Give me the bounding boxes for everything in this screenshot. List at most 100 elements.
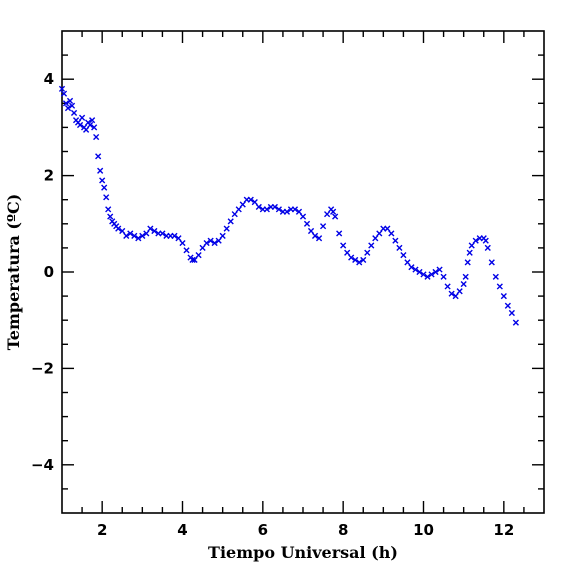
data-point <box>295 208 303 215</box>
data-point <box>472 237 479 244</box>
data-point <box>76 121 84 129</box>
data-point <box>348 254 355 261</box>
data-point <box>139 232 146 239</box>
data-point <box>199 244 206 251</box>
data-point <box>303 220 311 227</box>
y-tick-label: 4 <box>44 70 54 88</box>
data-point <box>488 259 495 266</box>
data-point <box>360 256 367 264</box>
data-point <box>311 232 319 239</box>
axis-ticks <box>62 31 544 513</box>
data-point <box>127 230 134 237</box>
x-axis-label: Tiempo Universal (h) <box>208 543 398 562</box>
data-point <box>223 225 230 232</box>
x-tick-label: 10 <box>413 521 434 539</box>
data-point <box>299 213 307 220</box>
data-point <box>484 244 491 251</box>
data-point <box>91 124 98 131</box>
data-point <box>247 196 254 203</box>
data-point <box>66 97 74 104</box>
data-point <box>87 121 94 129</box>
data-point <box>444 283 451 290</box>
data-point <box>105 206 112 213</box>
data-point <box>179 239 186 247</box>
data-point <box>432 268 439 276</box>
data-point <box>275 206 282 213</box>
data-point <box>135 235 142 242</box>
data-point <box>344 249 351 256</box>
data-point <box>207 237 214 244</box>
data-point <box>83 126 90 133</box>
data-point <box>159 230 166 237</box>
data-point <box>89 117 96 124</box>
y-tick-label: −4 <box>31 456 54 474</box>
data-point <box>70 109 78 117</box>
data-point <box>376 230 383 237</box>
data-point <box>404 259 411 266</box>
data-point <box>263 206 270 213</box>
data-point <box>203 239 210 247</box>
data-point <box>251 199 258 206</box>
x-tick-label: 4 <box>177 521 187 539</box>
data-point <box>416 268 423 276</box>
data-point <box>452 293 459 300</box>
x-tick-label: 8 <box>338 521 348 539</box>
data-point <box>195 252 202 259</box>
data-point <box>368 242 375 249</box>
data-points <box>58 85 519 326</box>
data-point <box>283 208 291 215</box>
data-point <box>352 256 359 264</box>
data-point <box>239 201 246 208</box>
data-point <box>131 232 138 239</box>
data-point <box>62 100 70 107</box>
data-point <box>468 242 475 249</box>
data-point <box>95 153 102 160</box>
data-point <box>462 273 469 280</box>
data-point <box>392 237 399 244</box>
data-point <box>101 184 108 191</box>
data-point <box>412 266 419 273</box>
data-point <box>215 237 222 244</box>
tick-labels: 2 4 6 8 10 12 −4 −2 0 2 4 <box>31 70 514 539</box>
data-point <box>231 211 238 218</box>
data-point <box>384 225 391 232</box>
data-point <box>123 232 130 239</box>
data-point <box>400 252 407 259</box>
data-point <box>171 232 178 239</box>
data-point <box>424 273 431 280</box>
data-point <box>492 273 499 280</box>
data-point <box>420 271 427 278</box>
x-tick-label: 6 <box>258 521 268 539</box>
data-point <box>97 167 104 174</box>
data-point <box>482 237 489 244</box>
data-point <box>103 194 110 201</box>
data-point <box>456 288 463 295</box>
data-point <box>68 102 76 109</box>
data-point <box>219 232 226 239</box>
y-tick-label: 0 <box>44 263 54 281</box>
y-axis-label: Temperatura (ºC) <box>4 194 23 351</box>
data-point <box>436 266 443 273</box>
data-point <box>460 280 467 288</box>
data-point <box>332 213 339 220</box>
data-point <box>143 230 150 237</box>
data-point <box>78 114 86 121</box>
data-point <box>291 206 299 213</box>
y-tick-label: 2 <box>44 167 54 185</box>
x-tick-label: 2 <box>97 521 107 539</box>
data-point <box>428 271 435 278</box>
data-point <box>191 256 198 264</box>
data-point <box>307 227 315 235</box>
data-point <box>340 242 347 249</box>
data-point <box>408 264 415 271</box>
data-point <box>58 85 66 92</box>
data-point <box>372 235 379 242</box>
data-point <box>319 223 327 230</box>
data-point <box>512 319 519 326</box>
data-point <box>500 293 507 300</box>
data-point <box>107 213 114 220</box>
data-point <box>336 230 343 237</box>
data-point <box>330 208 337 215</box>
data-point <box>504 302 511 309</box>
